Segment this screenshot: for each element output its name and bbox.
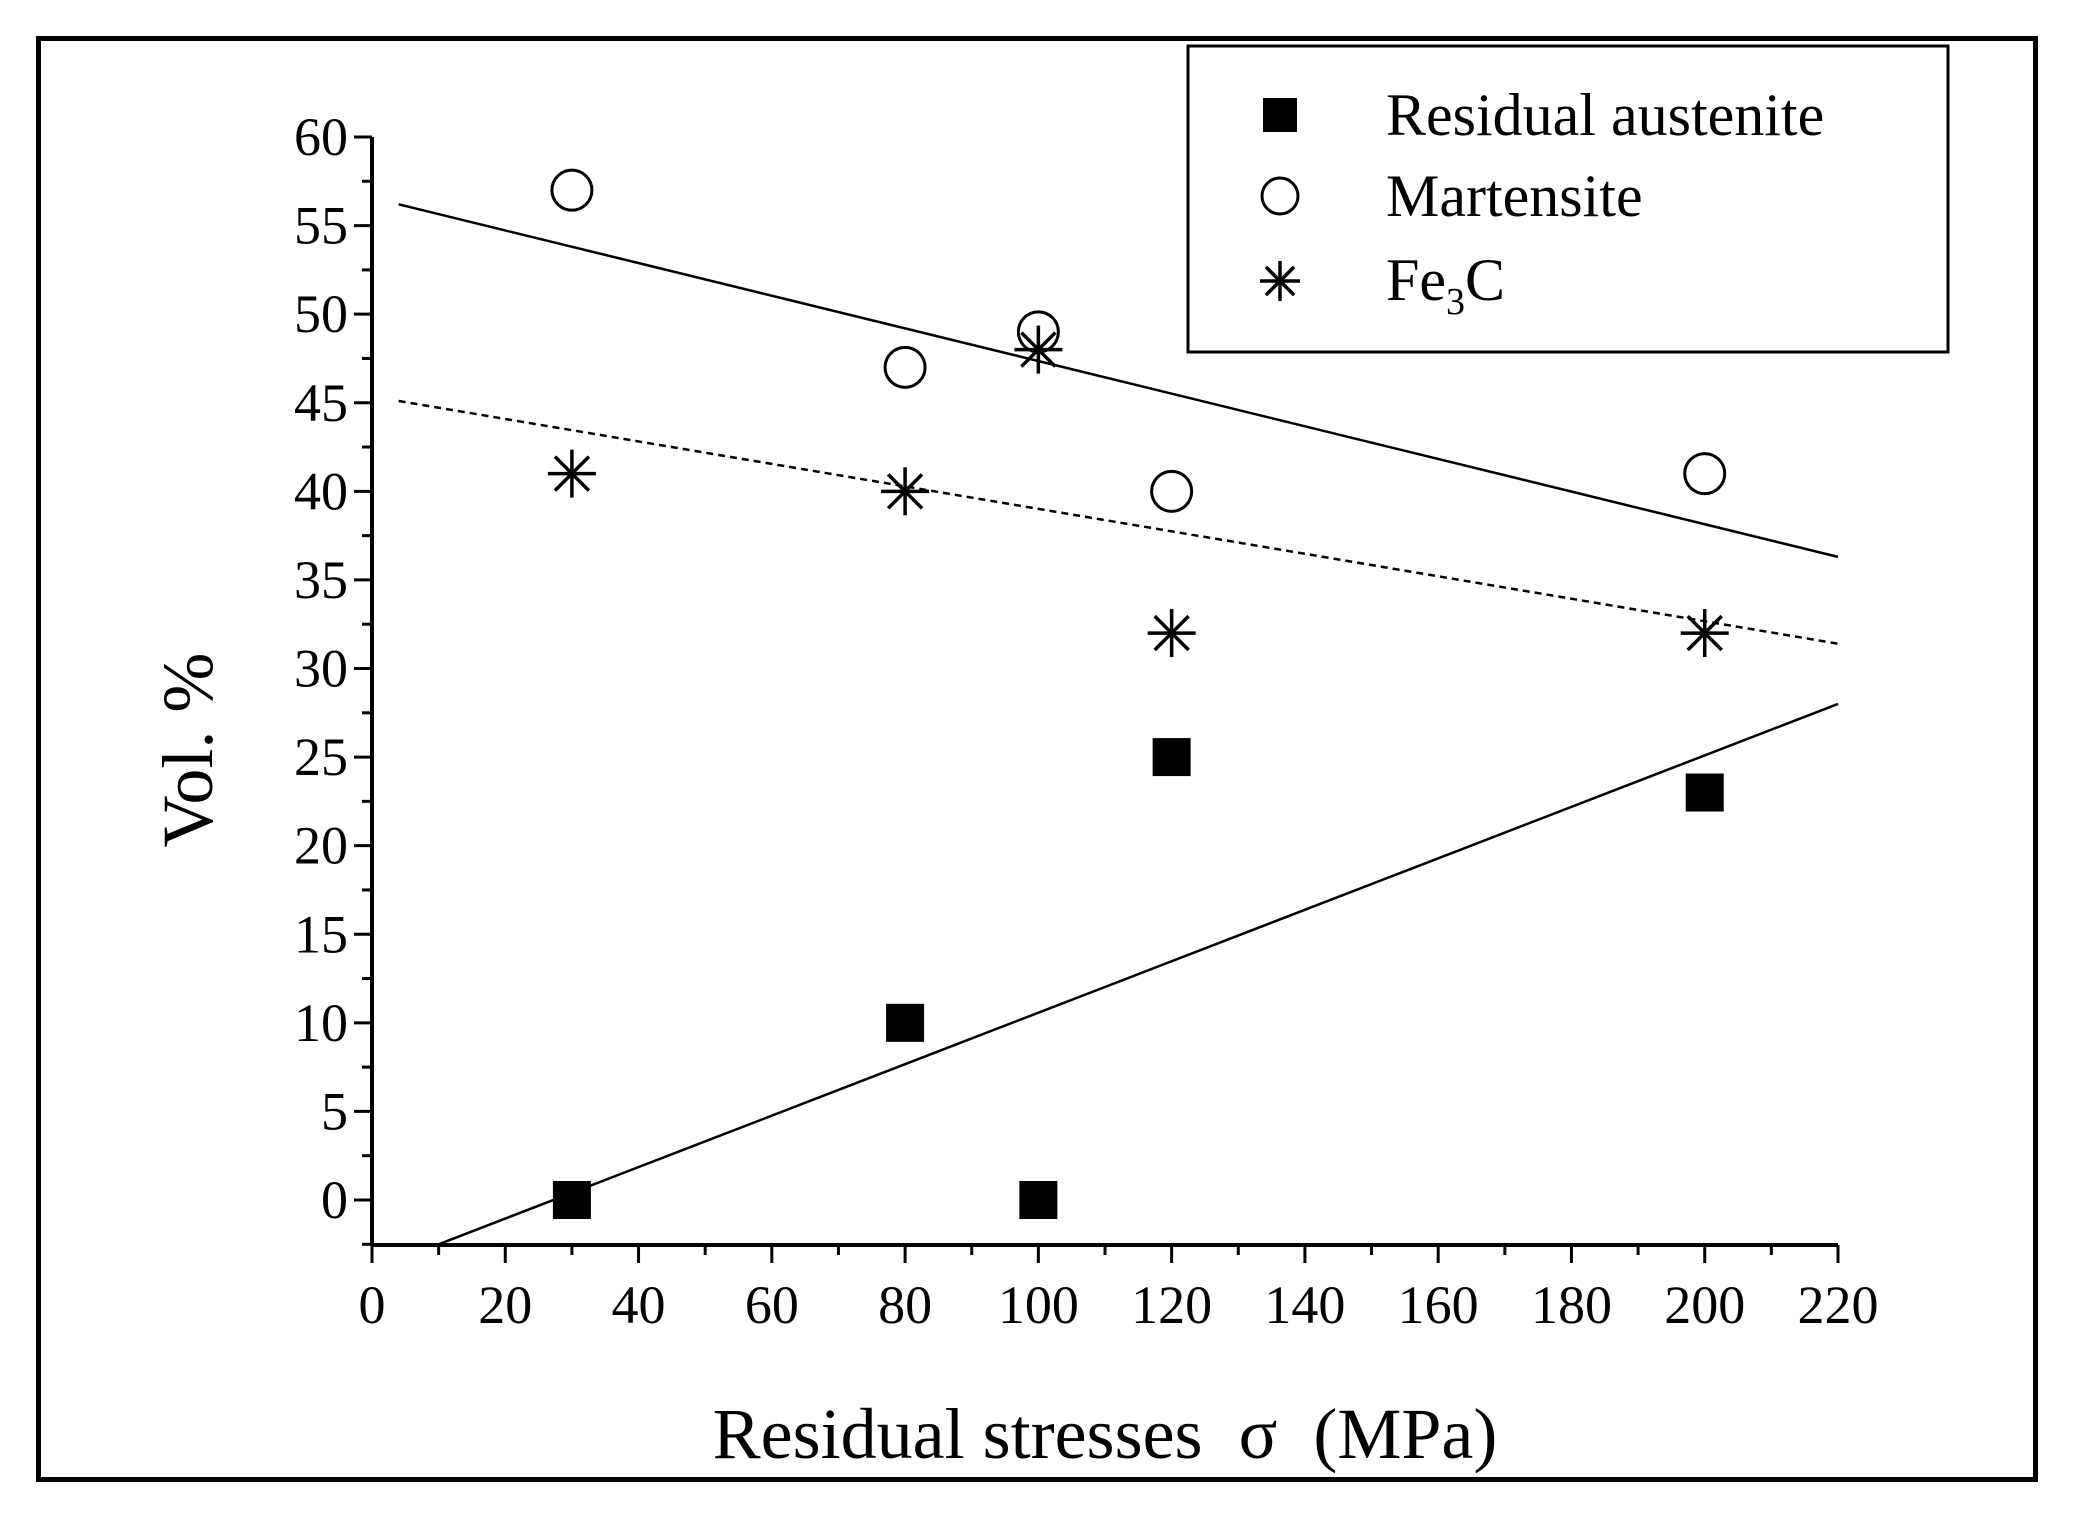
data-point-fe3c-0 [547, 449, 596, 498]
y-tick-label-50: 50 [294, 284, 348, 344]
data-point-residual-austenite-1 [886, 1003, 925, 1042]
data-point-fe3c-2-stroke [1020, 331, 1057, 368]
data-point-fe3c-1 [881, 467, 930, 516]
y-tick-label-35: 35 [294, 550, 348, 610]
legend-marker-fe3c-glyph [1260, 261, 1300, 301]
x-tick-label-140: 140 [1264, 1275, 1345, 1335]
data-point-residual-austenite-4 [1685, 773, 1724, 812]
data-point-residual-austenite-2 [1019, 1181, 1058, 1219]
legend-label-fe3c-tail: C [1465, 247, 1505, 313]
x-tick-label-220: 220 [1798, 1275, 1879, 1335]
data-point-fe3c-2 [1014, 325, 1063, 374]
x-tick-label-20: 20 [478, 1275, 532, 1335]
y-tick-label-30: 30 [294, 639, 348, 699]
legend-label-martensite: Martensite [1386, 163, 1643, 229]
x-tick-label-40: 40 [612, 1275, 666, 1335]
x-tick-label-200: 200 [1664, 1275, 1745, 1335]
data-point-fe3c-4 [1680, 609, 1729, 658]
legend-label-fe3c: Fe3C [1386, 247, 1505, 323]
x-tick-label-0: 0 [359, 1275, 386, 1335]
legend: Residual austenite Martensite Fe3C [1186, 44, 1950, 354]
y-tick-label-45: 45 [294, 373, 348, 433]
x-tick-label-80: 80 [878, 1275, 932, 1335]
data-point-fe3c-3-stroke [1153, 614, 1190, 652]
data-point-martensite-4 [1683, 452, 1727, 496]
data-point-fe3c-3 [1147, 609, 1196, 658]
legend-marker-residual-austenite [1263, 98, 1297, 132]
y-tick-label-55: 55 [294, 196, 348, 256]
x-tick-label-100: 100 [998, 1275, 1079, 1335]
legend-marker-fe3c-glyph-stroke [1264, 265, 1296, 297]
x-tick-label-120: 120 [1131, 1275, 1212, 1335]
y-tick-label-5: 5 [321, 1081, 348, 1141]
legend-marker-martensite [1260, 176, 1300, 216]
data-point-fe3c-1-stroke [886, 473, 924, 510]
y-tick-label-25: 25 [294, 727, 348, 787]
x-tick-label-160: 160 [1398, 1275, 1479, 1335]
data-point-martensite-0 [550, 168, 594, 212]
data-point-fe3c-4-stroke [1686, 614, 1723, 652]
y-tick-label-60: 60 [294, 107, 348, 167]
x-tick-label-60: 60 [745, 1275, 799, 1335]
data-point-residual-austenite-3 [1152, 738, 1191, 777]
y-tick-label-0: 0 [321, 1170, 348, 1230]
y-tick-label-10: 10 [294, 993, 348, 1053]
y-axis-label: Vol. % [148, 653, 228, 848]
legend-label-residual-austenite: Residual austenite [1386, 82, 1824, 148]
data-point-martensite-3 [1150, 469, 1194, 513]
y-tick-label-40: 40 [294, 461, 348, 521]
trend-line-fe3c [398, 399, 1839, 645]
y-tick-label-15: 15 [294, 904, 348, 964]
legend-box [1186, 44, 1950, 354]
data-point-residual-austenite-0 [552, 1181, 591, 1219]
data-point-fe3c-0-stroke [553, 455, 591, 492]
y-tick-label-20: 20 [294, 816, 348, 876]
legend-marker-fe3c [1260, 261, 1300, 301]
x-tick-label-180: 180 [1531, 1275, 1612, 1335]
trend-line-residual-austenite [438, 702, 1839, 1246]
legend-label-fe3c-subscript: 3 [1446, 281, 1465, 323]
x-axis-label: Residual stresses σ (MPa) [713, 1394, 1498, 1474]
legend-label-fe3c-main: Fe [1386, 247, 1446, 313]
trend-line-martensite [398, 203, 1839, 559]
data-point-martensite-1 [883, 345, 927, 389]
